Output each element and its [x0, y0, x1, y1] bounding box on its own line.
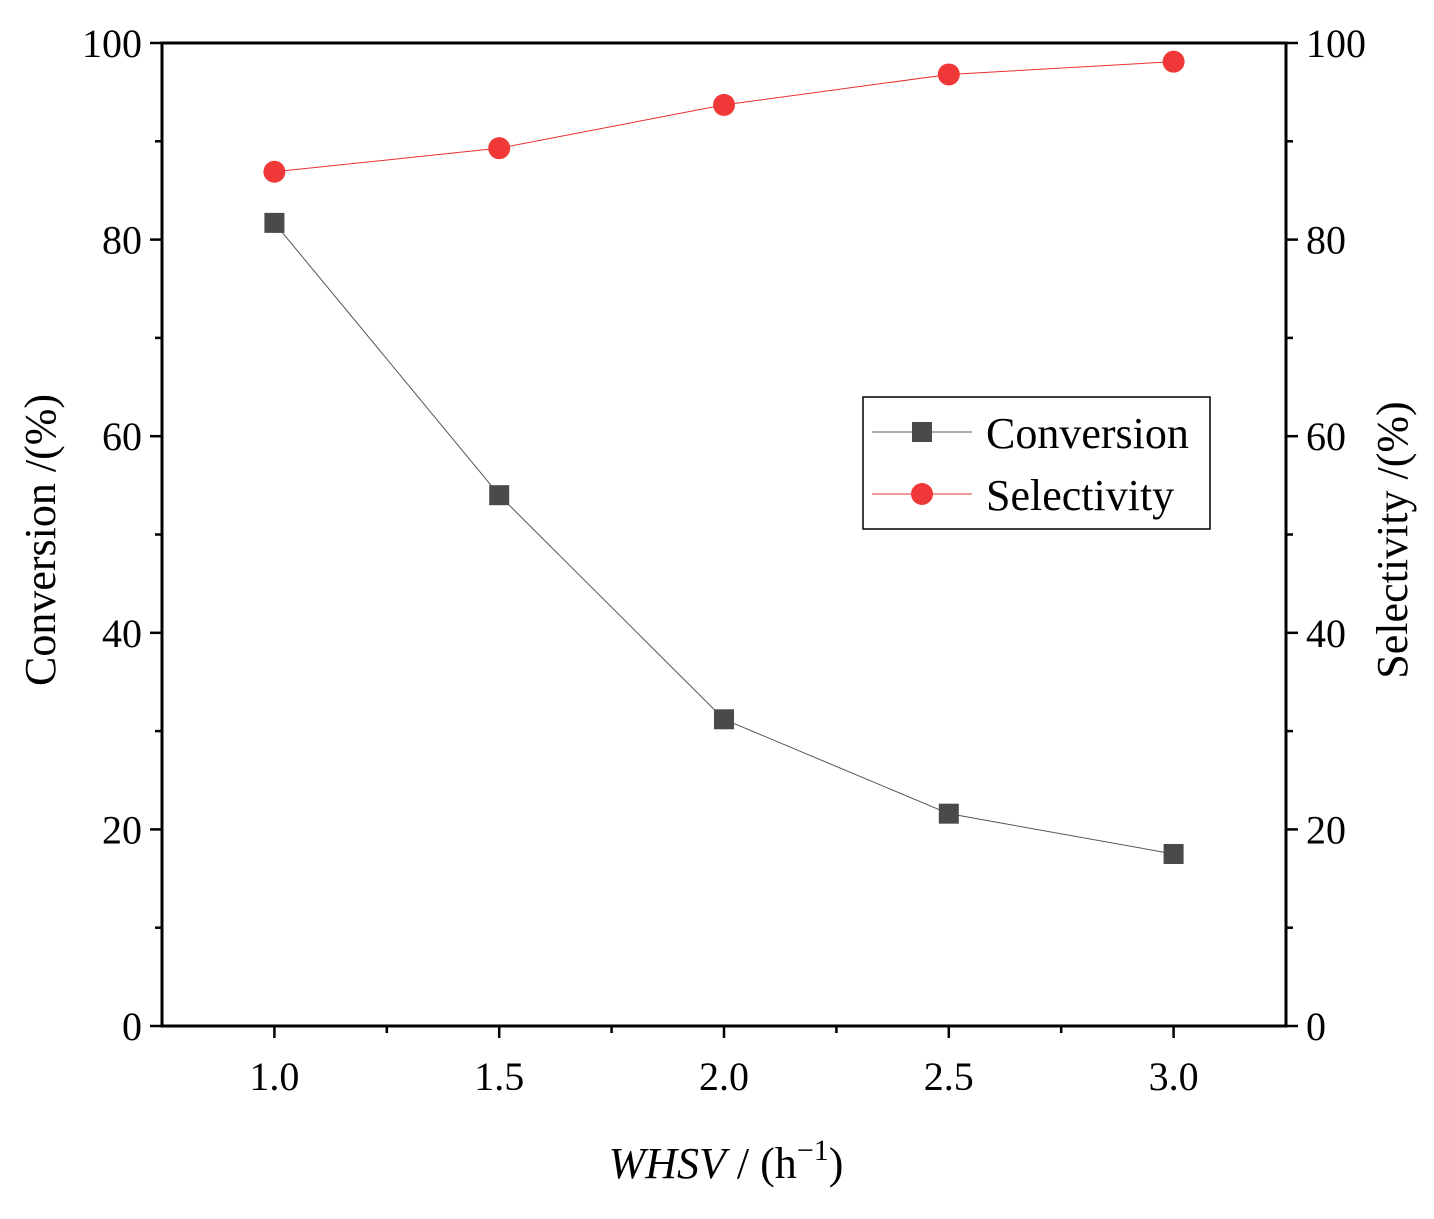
legend-label-conversion: Conversion — [986, 409, 1189, 458]
legend: Conversion Selectivity — [862, 396, 1211, 530]
legend-label-selectivity: Selectivity — [986, 471, 1174, 520]
selectivity-series-line — [274, 61, 1174, 173]
y-right-tick-label: 20 — [1306, 807, 1346, 852]
x-tick-label: 2.5 — [924, 1054, 974, 1099]
x-axis-title-italic: WHSV — [609, 1139, 731, 1188]
legend-marker-conversion — [912, 422, 932, 442]
x-axis-title-superscript: −1 — [797, 1134, 829, 1167]
selectivity-point — [488, 137, 511, 160]
x-tick-label: 1.5 — [474, 1054, 524, 1099]
y-right-tick-label: 40 — [1306, 611, 1346, 656]
x-axis-title-unit: / (h — [726, 1139, 797, 1188]
conversion-series-line — [274, 222, 1174, 855]
x-axis-title: WHSV / (h−1) — [609, 1134, 844, 1188]
y-axis-title-right: Selectivity /(%) — [1368, 401, 1417, 678]
conversion-point — [489, 485, 510, 506]
x-axis-title-close: ) — [829, 1139, 844, 1188]
y-right-tick-label: 80 — [1306, 218, 1346, 263]
legend-box — [862, 396, 1211, 530]
y-left-tick-label: 100 — [82, 21, 142, 66]
selectivity-point — [713, 93, 735, 116]
x-tick-label: 2.0 — [699, 1054, 749, 1099]
legend-marker-selectivity — [911, 483, 933, 505]
series-markers — [263, 50, 1185, 864]
selectivity-point — [263, 160, 286, 183]
y-left-tick-label: 40 — [102, 611, 142, 656]
y-axis-title-left: Conversion /(%) — [16, 394, 65, 686]
y-left-tick-label: 20 — [102, 807, 142, 852]
selectivity-point — [1162, 50, 1185, 73]
conversion-point — [938, 803, 959, 824]
y-right-tick-label: 100 — [1306, 21, 1366, 66]
y-right-tick-label: 0 — [1306, 1004, 1326, 1049]
axis-ticks: 1.0 1.5 2.0 2.5 3.0 0 0 20 20 40 40 60 60 80 80 100 100 — [82, 21, 1366, 1099]
conversion-point — [1163, 843, 1184, 864]
y-left-tick-label: 0 — [122, 1004, 142, 1049]
y-right-tick-label: 60 — [1306, 414, 1346, 459]
y-left-tick-label: 60 — [102, 414, 142, 459]
x-tick-label: 3.0 — [1149, 1054, 1199, 1099]
selectivity-point — [937, 63, 960, 86]
x-tick-label: 1.0 — [249, 1054, 299, 1099]
plot-frame — [160, 41, 1288, 1028]
conversion-point — [714, 709, 734, 730]
conversion-point — [264, 212, 285, 233]
y-left-tick-label: 80 — [102, 218, 142, 263]
